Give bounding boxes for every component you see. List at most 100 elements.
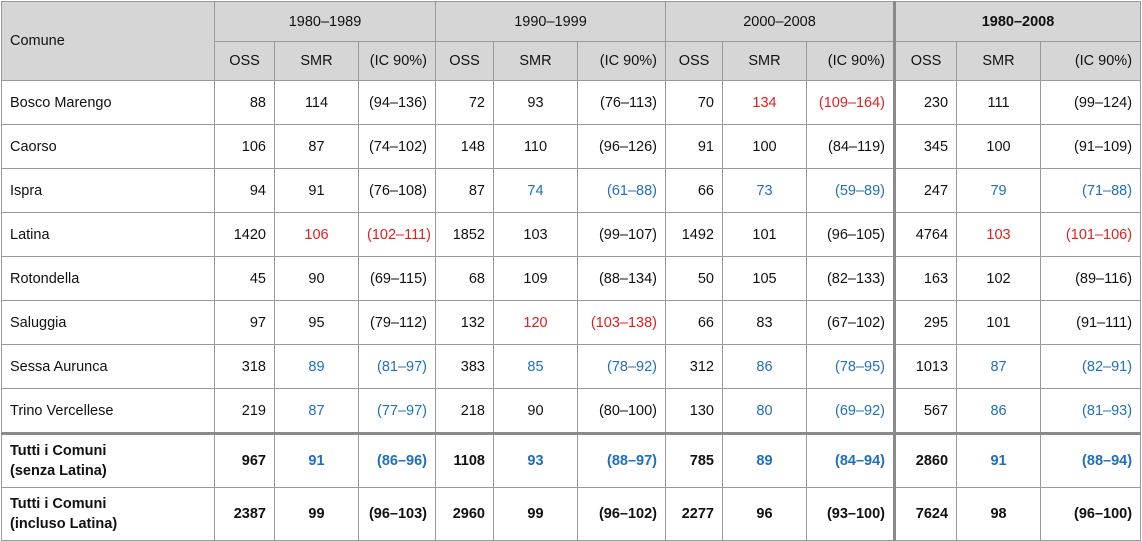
cell-ic90: (89–116) bbox=[1040, 256, 1142, 301]
cell-oss: 88 bbox=[214, 80, 275, 125]
cell-smr: 98 bbox=[956, 487, 1042, 541]
cell-ic90: (81–93) bbox=[1040, 388, 1142, 434]
cell-smr: 80 bbox=[722, 388, 807, 434]
comune-name: Caorso bbox=[1, 124, 215, 169]
table-row: Sessa Aurunca 318 89 (81–97) 383 85 (78–92) 312… bbox=[1, 344, 1142, 389]
cell-smr: 90 bbox=[493, 388, 578, 434]
comune-name-line: Ispra bbox=[10, 182, 43, 199]
comune-name-line: (senza Latina) bbox=[10, 463, 107, 479]
comune-name-line: Tutti i Comuni bbox=[10, 443, 107, 459]
comune-name: Tutti i Comuni (incluso Latina) bbox=[1, 487, 215, 541]
cell-oss: 68 bbox=[435, 256, 494, 301]
cell-smr: 86 bbox=[956, 388, 1042, 434]
cell-oss: 383 bbox=[435, 344, 494, 389]
cell-smr: 87 bbox=[274, 388, 359, 434]
cell-oss: 567 bbox=[893, 388, 958, 434]
cell-oss: 45 bbox=[214, 256, 275, 301]
cell-smr: 96 bbox=[722, 487, 807, 541]
table-row: Trino Vercellese 219 87 (77–97) 218 90 (80–100… bbox=[1, 388, 1142, 434]
cell-smr: 100 bbox=[956, 124, 1042, 169]
subheader-smr: SMR bbox=[493, 41, 578, 81]
cell-ic90: (101–106) bbox=[1040, 212, 1142, 257]
cell-oss: 91 bbox=[665, 124, 723, 169]
cell-smr: 111 bbox=[956, 80, 1042, 125]
cell-smr: 73 bbox=[722, 168, 807, 213]
subheader-ic90: (IC 90%) bbox=[358, 41, 436, 81]
cell-ic90: (59–89) bbox=[805, 168, 896, 213]
table-row: Rotondella 45 90 (69–115) 68 109 (88–134) 50 105… bbox=[1, 256, 1142, 301]
cell-smr: 114 bbox=[274, 80, 359, 125]
cell-smr: 89 bbox=[722, 432, 807, 488]
comune-header: Comune bbox=[1, 1, 215, 81]
cell-oss: 295 bbox=[893, 300, 958, 345]
cell-oss: 1013 bbox=[893, 344, 958, 389]
cell-oss: 219 bbox=[214, 388, 275, 434]
period-header-1980-2008: 1980–2008 bbox=[893, 1, 1142, 42]
cell-oss: 70 bbox=[665, 80, 723, 125]
period-header-1990-1999: 1990–1999 bbox=[435, 1, 666, 42]
cell-oss: 2960 bbox=[435, 487, 494, 541]
cell-smr: 120 bbox=[493, 300, 578, 345]
cell-ic90: (81–97) bbox=[358, 344, 436, 389]
cell-ic90: (78–95) bbox=[805, 344, 896, 389]
cell-smr: 85 bbox=[493, 344, 578, 389]
cell-ic90: (86–96) bbox=[358, 432, 436, 488]
subheader-oss: OSS bbox=[665, 41, 723, 81]
cell-oss: 218 bbox=[435, 388, 494, 434]
cell-smr: 86 bbox=[722, 344, 807, 389]
cell-oss: 132 bbox=[435, 300, 494, 345]
comune-name: Rotondella bbox=[1, 256, 215, 301]
period-header-2000-2008: 2000–2008 bbox=[664, 1, 896, 42]
cell-ic90: (79–112) bbox=[358, 300, 436, 345]
cell-smr: 83 bbox=[722, 300, 807, 345]
subheader-smr: SMR bbox=[722, 41, 807, 81]
subheader-ic90: (IC 90%) bbox=[577, 41, 666, 81]
subheader-ic90: (IC 90%) bbox=[1040, 41, 1142, 81]
cell-ic90: (71–88) bbox=[1040, 168, 1142, 213]
cell-ic90: (74–102) bbox=[358, 124, 436, 169]
table-header: Comune 1980–1989 1990–1999 2000–2008 198… bbox=[1, 1, 1142, 81]
table-row: Latina 1420 106 (102–111) 1852 103 (99–107) 149… bbox=[1, 212, 1142, 257]
cell-ic90: (78–92) bbox=[577, 344, 666, 389]
comune-name: Sessa Aurunca bbox=[1, 344, 215, 389]
cell-oss: 1852 bbox=[435, 212, 494, 257]
cell-ic90: (82–133) bbox=[805, 256, 896, 301]
cell-oss: 7624 bbox=[893, 487, 958, 541]
subheader-oss: OSS bbox=[435, 41, 494, 81]
cell-oss: 4764 bbox=[893, 212, 958, 257]
cell-oss: 2860 bbox=[893, 432, 958, 488]
cell-ic90: (80–100) bbox=[577, 388, 666, 434]
cell-smr: 93 bbox=[493, 432, 578, 488]
cell-oss: 1420 bbox=[214, 212, 275, 257]
cell-oss: 318 bbox=[214, 344, 275, 389]
cell-ic90: (102–111) bbox=[358, 212, 436, 257]
comune-name: Saluggia bbox=[1, 300, 215, 345]
cell-oss: 1108 bbox=[435, 432, 494, 488]
cell-oss: 148 bbox=[435, 124, 494, 169]
cell-ic90: (84–119) bbox=[805, 124, 896, 169]
cell-ic90: (96–126) bbox=[577, 124, 666, 169]
cell-ic90: (93–100) bbox=[805, 487, 896, 541]
total-row: Tutti i Comuni (senza Latina) 967 91 (86–96)… bbox=[1, 432, 1142, 488]
cell-oss: 312 bbox=[665, 344, 723, 389]
comune-name: Tutti i Comuni (senza Latina) bbox=[1, 432, 215, 488]
comune-name-line: Trino Vercellese bbox=[10, 402, 114, 419]
cell-ic90: (99–107) bbox=[577, 212, 666, 257]
comune-name: Bosco Marengo bbox=[1, 80, 215, 125]
cell-ic90: (84–94) bbox=[805, 432, 896, 488]
cell-ic90: (61–88) bbox=[577, 168, 666, 213]
cell-ic90: (96–105) bbox=[805, 212, 896, 257]
cell-smr: 100 bbox=[722, 124, 807, 169]
cell-smr: 79 bbox=[956, 168, 1042, 213]
cell-smr: 99 bbox=[493, 487, 578, 541]
cell-ic90: (69–115) bbox=[358, 256, 436, 301]
cell-ic90: (109–164) bbox=[805, 80, 896, 125]
table-row: Saluggia 97 95 (79–112) 132 120 (103–138) 66 83(… bbox=[1, 300, 1142, 345]
comune-name: Trino Vercellese bbox=[1, 388, 215, 434]
cell-oss: 87 bbox=[435, 168, 494, 213]
cell-oss: 785 bbox=[665, 432, 723, 488]
total-row: Tutti i Comuni (incluso Latina) 2387 99 (96–… bbox=[1, 487, 1142, 541]
cell-ic90: (82–91) bbox=[1040, 344, 1142, 389]
table-row: Caorso 106 87 (74–102) 148 110 (96–126) 91 100 (8… bbox=[1, 124, 1142, 169]
cell-ic90: (77–97) bbox=[358, 388, 436, 434]
